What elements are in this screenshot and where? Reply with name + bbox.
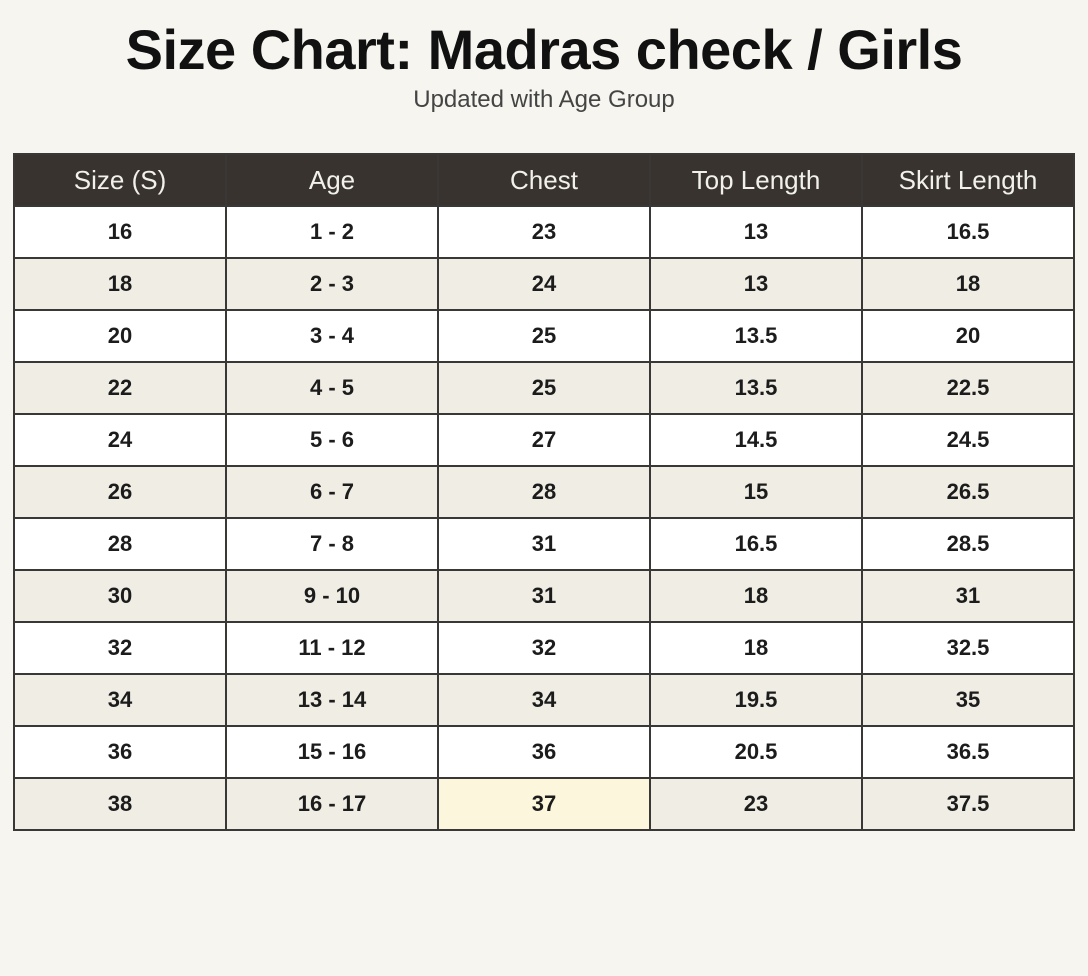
cell-skirt-length: 35 [861,673,1075,727]
cell-size: 24 [13,413,227,467]
table-header-row: Size (S) Age Chest Top Length Skirt Leng… [13,153,1075,207]
cell-skirt-length: 20 [861,309,1075,363]
table-row: 18 2 - 3 24 13 18 [13,257,1075,311]
cell-chest: 34 [437,673,651,727]
cell-chest: 24 [437,257,651,311]
cell-age: 1 - 2 [225,205,439,259]
table-row: 22 4 - 5 25 13.5 22.5 [13,361,1075,415]
cell-skirt-length: 37.5 [861,777,1075,831]
cell-top-length: 18 [649,621,863,675]
cell-chest: 31 [437,517,651,571]
table-row: 34 13 - 14 34 19.5 35 [13,673,1075,727]
cell-size: 28 [13,517,227,571]
cell-skirt-length: 28.5 [861,517,1075,571]
header-size: Size (S) [13,153,227,207]
cell-top-length: 19.5 [649,673,863,727]
cell-age: 11 - 12 [225,621,439,675]
cell-skirt-length: 36.5 [861,725,1075,779]
cell-chest: 31 [437,569,651,623]
cell-size: 38 [13,777,227,831]
header-skirt-length: Skirt Length [861,153,1075,207]
cell-chest: 23 [437,205,651,259]
cell-age: 16 - 17 [225,777,439,831]
cell-top-length: 20.5 [649,725,863,779]
cell-size: 20 [13,309,227,363]
table-row: 38 16 - 17 37 23 37.5 [13,777,1075,831]
cell-skirt-length: 22.5 [861,361,1075,415]
cell-top-length: 14.5 [649,413,863,467]
cell-age: 3 - 4 [225,309,439,363]
header-top-length: Top Length [649,153,863,207]
cell-top-length: 13 [649,257,863,311]
table-row: 16 1 - 2 23 13 16.5 [13,205,1075,259]
cell-chest: 36 [437,725,651,779]
cell-top-length: 13.5 [649,309,863,363]
cell-skirt-length: 24.5 [861,413,1075,467]
cell-skirt-length: 31 [861,569,1075,623]
cell-skirt-length: 26.5 [861,465,1075,519]
table-row: 26 6 - 7 28 15 26.5 [13,465,1075,519]
cell-size: 18 [13,257,227,311]
table-row: 24 5 - 6 27 14.5 24.5 [13,413,1075,467]
cell-age: 13 - 14 [225,673,439,727]
cell-chest: 32 [437,621,651,675]
cell-chest: 25 [437,309,651,363]
header-chest: Chest [437,153,651,207]
cell-top-length: 13.5 [649,361,863,415]
cell-size: 30 [13,569,227,623]
cell-age: 9 - 10 [225,569,439,623]
page-subtitle: Updated with Age Group [413,86,675,113]
cell-age: 6 - 7 [225,465,439,519]
cell-top-length: 18 [649,569,863,623]
cell-top-length: 23 [649,777,863,831]
cell-top-length: 13 [649,205,863,259]
cell-age: 7 - 8 [225,517,439,571]
table-row: 36 15 - 16 36 20.5 36.5 [13,725,1075,779]
page-title: Size Chart: Madras check / Girls [125,18,963,81]
cell-age: 15 - 16 [225,725,439,779]
cell-size: 36 [13,725,227,779]
cell-age: 2 - 3 [225,257,439,311]
table-row: 30 9 - 10 31 18 31 [13,569,1075,623]
cell-age: 5 - 6 [225,413,439,467]
cell-chest: 28 [437,465,651,519]
cell-top-length: 15 [649,465,863,519]
cell-chest: 27 [437,413,651,467]
header-age: Age [225,153,439,207]
table-row: 32 11 - 12 32 18 32.5 [13,621,1075,675]
cell-size: 34 [13,673,227,727]
table-row: 28 7 - 8 31 16.5 28.5 [13,517,1075,571]
cell-size: 32 [13,621,227,675]
cell-skirt-length: 16.5 [861,205,1075,259]
cell-chest: 25 [437,361,651,415]
cell-size: 26 [13,465,227,519]
cell-size: 22 [13,361,227,415]
cell-age: 4 - 5 [225,361,439,415]
cell-chest-highlighted: 37 [437,777,651,831]
table-row: 20 3 - 4 25 13.5 20 [13,309,1075,363]
cell-size: 16 [13,205,227,259]
cell-top-length: 16.5 [649,517,863,571]
cell-skirt-length: 32.5 [861,621,1075,675]
size-chart-table: Size (S) Age Chest Top Length Skirt Leng… [13,153,1075,831]
cell-skirt-length: 18 [861,257,1075,311]
